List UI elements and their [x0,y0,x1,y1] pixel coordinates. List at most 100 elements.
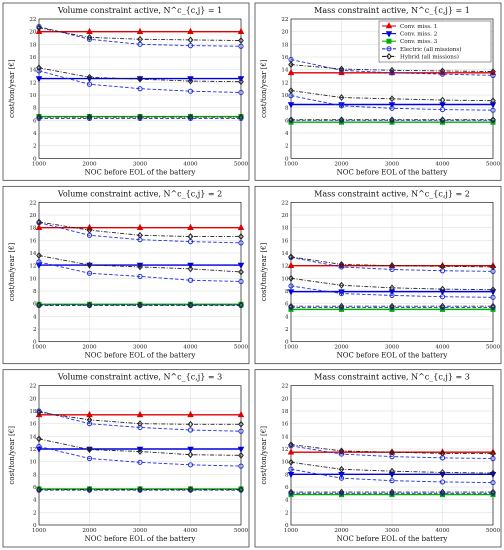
x-tick-label: 5000 [486,528,501,534]
chart-panel-4: Mass constraint active, N^c_{c,j} = 2 0 2 4… [254,185,502,365]
data-point [287,448,295,455]
data-point [187,27,194,34]
y-tick-label: 12 [29,80,37,86]
y-tick-label: 10 [281,93,289,99]
panel-frame [2,185,250,365]
data-point [238,301,244,309]
x-axis-label: NOC before EOL of the battery [337,535,448,543]
data-point [86,270,93,276]
x-tick-label: 5000 [486,345,501,351]
y-tick-label: 20 [29,30,37,36]
y-tick-label: 2 [33,510,37,516]
y-tick-label: 4 [285,314,289,320]
x-tick-label: 5000 [234,161,249,167]
x-tick-label: 3000 [385,345,400,351]
series-8 [36,435,244,459]
y-tick-label: 14 [29,68,37,74]
series-line [290,461,494,474]
data-point [238,268,244,276]
data-point [187,420,194,428]
y-tick-label: 16 [29,238,37,244]
data-point [439,67,446,75]
series-line [290,64,494,73]
data-point [389,266,395,273]
y-tick-label: 10 [29,276,37,282]
x-tick-label: 1000 [32,161,47,167]
data-point [36,259,42,265]
series-line [38,26,242,47]
data-point [288,87,294,94]
data-point [238,428,244,434]
series-line [38,67,242,83]
y-tick-label: 0 [285,156,289,162]
data-point [86,226,93,234]
x-tick-label: 4000 [183,345,198,351]
series-line [290,256,494,268]
data-point [439,71,446,77]
data-point [439,488,446,496]
panel-frame [254,185,502,365]
data-point [187,451,194,459]
data-point [238,451,244,459]
y-tick-label: 18 [29,409,37,415]
data-point [490,116,496,124]
data-point [338,103,345,109]
y-tick-label: 8 [33,289,37,295]
series-9 [36,301,244,309]
data-point [338,94,345,101]
y-tick-label: 20 [281,396,289,402]
legend-marker [386,38,392,44]
x-tick-label: 1000 [32,345,47,351]
panel-frame [2,369,250,548]
y-axis-label: cost/ton/year [€] [8,59,16,118]
series-line [38,27,242,41]
data-point [490,263,496,271]
data-point [36,68,42,74]
y-tick-label: 6 [285,118,289,124]
x-tick-label: 4000 [435,528,450,534]
data-point [287,68,295,76]
series-line [38,70,242,93]
series-8 [288,458,496,477]
y-tick-label: 18 [281,409,289,415]
y-tick-label: 8 [33,472,37,478]
data-point [137,231,143,239]
data-point [288,441,294,448]
chart-panel-5: Volume constraint active, N^c_{c,j} = 3 0… [2,369,250,548]
series-6 [288,304,496,311]
series-line [290,277,494,291]
x-tick-label: 2000 [82,528,97,534]
data-point [86,27,93,34]
data-point [36,24,42,32]
series-line [38,411,241,425]
data-point [36,218,42,226]
panel-title: Mass constraint active, N^c_{c,j} = 2 [314,189,470,198]
series-line [38,255,242,273]
panel-frame [254,369,502,548]
data-point [388,472,396,479]
y-tick-label: 22 [29,17,37,23]
legend-label: Conv. miss. 1 [400,24,437,30]
data-point [86,81,93,87]
data-point [287,261,295,268]
series-7 [288,253,496,271]
series-9 [36,486,244,493]
data-point [490,68,496,75]
data-point [338,290,345,297]
data-point [187,77,194,85]
y-axis-label: cost/ton/year [€] [8,426,16,485]
x-tick-label: 1000 [284,528,299,534]
x-tick-label: 3000 [133,345,148,351]
data-point [238,43,244,49]
data-point [36,435,42,443]
series-7 [288,441,496,457]
y-tick-label: 14 [281,434,289,440]
series-9 [288,488,496,496]
data-point [36,443,42,450]
series-line [290,445,494,459]
data-point [187,265,194,273]
data-point [137,459,143,465]
data-point [137,86,143,92]
data-point [389,478,395,484]
data-point [490,97,496,105]
